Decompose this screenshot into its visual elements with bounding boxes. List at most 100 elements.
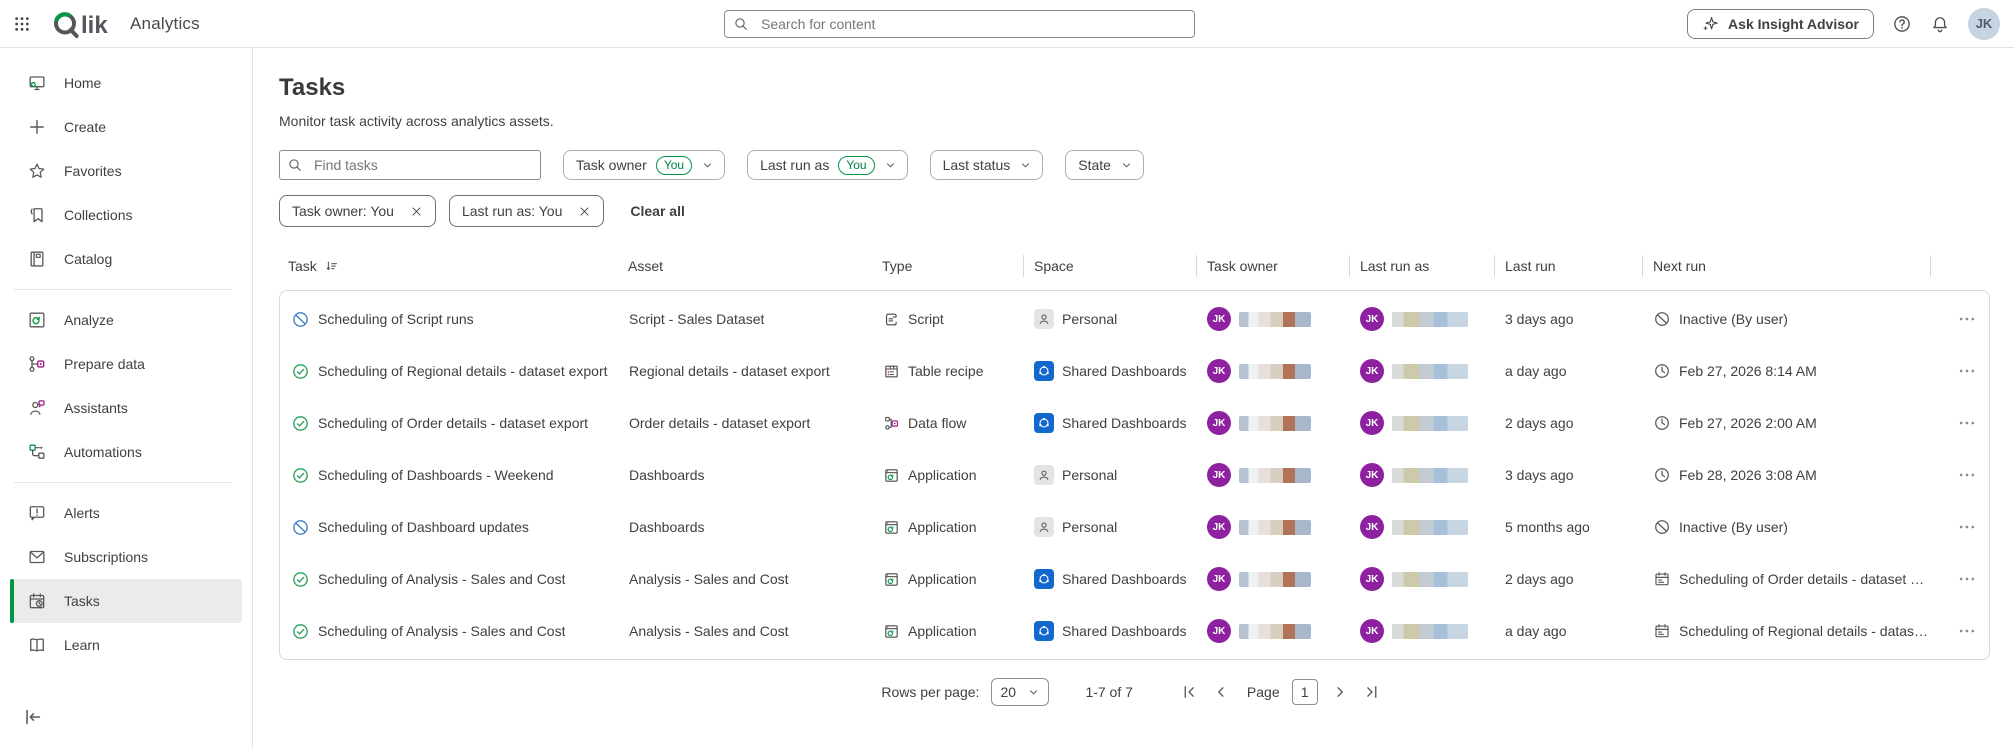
first-page-button[interactable] <box>1180 683 1198 701</box>
task-name: Scheduling of Script runs <box>318 311 474 327</box>
sidebar-item-collections[interactable]: Collections <box>10 193 242 237</box>
qlik-logo: lik Analytics <box>52 9 200 39</box>
task-owner-cell: JK <box>1197 463 1350 487</box>
row-actions-button[interactable] <box>1957 361 1977 381</box>
table-row[interactable]: Scheduling of Regional details - dataset… <box>280 345 1989 397</box>
row-actions-button[interactable] <box>1957 465 1977 485</box>
table-row[interactable]: Scheduling of Dashboards - Weekend Dashb… <box>280 449 1989 501</box>
row-actions-button[interactable] <box>1957 413 1977 433</box>
sidebar-item-learn[interactable]: Learn <box>10 623 242 667</box>
sidebar-item-subscriptions[interactable]: Subscriptions <box>10 535 242 579</box>
column-header-asset[interactable]: Asset <box>628 258 664 274</box>
inactive-icon <box>1653 310 1671 328</box>
clear-all-button[interactable]: Clear all <box>630 203 685 219</box>
column-header-task-owner[interactable]: Task owner <box>1196 255 1349 277</box>
last-run-as-cell: JK <box>1350 411 1495 435</box>
global-search-input[interactable] <box>724 10 1195 38</box>
last-page-button[interactable] <box>1363 683 1381 701</box>
sidebar-item-catalog[interactable]: Catalog <box>10 237 242 281</box>
sidebar-item-prepare-data[interactable]: Prepare data <box>10 342 242 386</box>
sidebar-item-tasks[interactable]: Tasks <box>10 579 242 623</box>
next-run-cell: Inactive (By user) <box>1643 310 1931 328</box>
task-owner-cell: JK <box>1197 515 1350 539</box>
previous-page-button[interactable] <box>1212 683 1230 701</box>
filter-chip-task-owner[interactable]: Task owner: You <box>279 195 436 227</box>
table-row[interactable]: Scheduling of Analysis - Sales and Cost … <box>280 605 1989 657</box>
user-avatar[interactable]: JK <box>1968 7 2000 40</box>
sidebar-item-home[interactable]: Home <box>10 61 242 105</box>
clock-icon <box>1653 466 1671 484</box>
last-run-as-filter[interactable]: Last run as You <box>747 150 908 180</box>
column-header-last-run-as[interactable]: Last run as <box>1349 255 1494 277</box>
filter-chip-last-run-as[interactable]: Last run as: You <box>448 195 605 227</box>
app-switcher-icon[interactable] <box>14 16 30 32</box>
table-row[interactable]: Scheduling of Script runs Script - Sales… <box>280 293 1989 345</box>
space-cell: Shared Dashboards <box>1024 361 1197 381</box>
column-header-last-run[interactable]: Last run <box>1494 255 1642 277</box>
run-as-name-redacted <box>1392 519 1468 535</box>
help-icon[interactable] <box>1892 14 1912 34</box>
sidebar: Home Create Favorites Collections Catalo… <box>0 48 253 748</box>
notifications-bell-icon[interactable] <box>1930 14 1950 34</box>
find-tasks-input[interactable] <box>279 150 541 180</box>
page-number-input[interactable] <box>1291 679 1318 705</box>
sidebar-item-automations[interactable]: Automations <box>10 430 242 474</box>
prepare-data-icon <box>27 354 47 374</box>
column-header-next-run[interactable]: Next run <box>1642 255 1930 277</box>
owner-avatar: JK <box>1207 307 1231 331</box>
task-cell: Scheduling of Analysis - Sales and Cost <box>280 570 629 589</box>
collapse-sidebar-icon[interactable] <box>22 706 44 728</box>
last-run-cell: 5 months ago <box>1505 519 1590 535</box>
task-owner-filter[interactable]: Task owner You <box>563 150 726 180</box>
column-header-space[interactable]: Space <box>1023 255 1196 277</box>
task-name: Scheduling of Regional details - dataset… <box>318 363 608 379</box>
sort-ascending-icon <box>324 259 339 274</box>
sidebar-item-create[interactable]: Create <box>10 105 242 149</box>
row-actions-button[interactable] <box>1957 569 1977 589</box>
task-owner-cell: JK <box>1197 567 1350 591</box>
sidebar-item-analyze[interactable]: Analyze <box>10 298 242 342</box>
inactive-icon <box>1653 518 1671 536</box>
last-status-filter[interactable]: Last status <box>929 150 1044 180</box>
run-as-name-redacted <box>1392 467 1468 483</box>
you-badge: You <box>838 155 875 175</box>
you-badge: You <box>655 155 693 175</box>
global-search <box>724 10 1195 38</box>
home-icon <box>27 73 47 93</box>
row-actions-button[interactable] <box>1957 309 1977 329</box>
close-icon[interactable] <box>578 205 591 218</box>
filter-bar: Task owner You Last run as You Last stat… <box>279 150 1990 180</box>
task-cell: Scheduling of Analysis - Sales and Cost <box>280 622 629 641</box>
sidebar-item-favorites[interactable]: Favorites <box>10 149 242 193</box>
shared-space-icon <box>1034 361 1054 381</box>
table-row[interactable]: Scheduling of Order details - dataset ex… <box>280 397 1989 449</box>
chevron-down-icon <box>1019 159 1032 172</box>
row-actions-button[interactable] <box>1957 517 1977 537</box>
next-page-button[interactable] <box>1331 683 1349 701</box>
table-recipe-icon <box>883 363 900 380</box>
sidebar-item-assistants[interactable]: Assistants <box>10 386 242 430</box>
topbar-actions: Ask Insight Advisor JK <box>1687 7 2000 40</box>
owner-avatar: JK <box>1207 619 1231 643</box>
type-cell: Application <box>883 519 1024 536</box>
space-cell: Personal <box>1024 309 1197 329</box>
state-filter[interactable]: State <box>1065 150 1144 180</box>
column-header-type[interactable]: Type <box>882 258 913 274</box>
run-as-avatar: JK <box>1360 567 1384 591</box>
column-header-task[interactable]: Task <box>279 255 628 277</box>
owner-name-redacted <box>1239 623 1311 639</box>
ask-insight-advisor-button[interactable]: Ask Insight Advisor <box>1687 8 1874 39</box>
owner-name-redacted <box>1239 311 1311 327</box>
row-actions-button[interactable] <box>1957 621 1977 641</box>
qlik-wordmark-icon: lik <box>54 12 108 39</box>
next-run-cell: Scheduling of Regional details - dataset… <box>1643 622 1931 640</box>
table-row[interactable]: Scheduling of Analysis - Sales and Cost … <box>280 553 1989 605</box>
sidebar-item-alerts[interactable]: Alerts <box>10 491 242 535</box>
page-title: Tasks <box>279 74 346 101</box>
actions-cell <box>1931 569 1989 589</box>
run-as-avatar: JK <box>1360 411 1384 435</box>
table-row[interactable]: Scheduling of Dashboard updates Dashboar… <box>280 501 1989 553</box>
script-icon <box>883 311 900 328</box>
close-icon[interactable] <box>410 205 423 218</box>
rows-per-page-select[interactable]: 20 <box>991 678 1050 706</box>
